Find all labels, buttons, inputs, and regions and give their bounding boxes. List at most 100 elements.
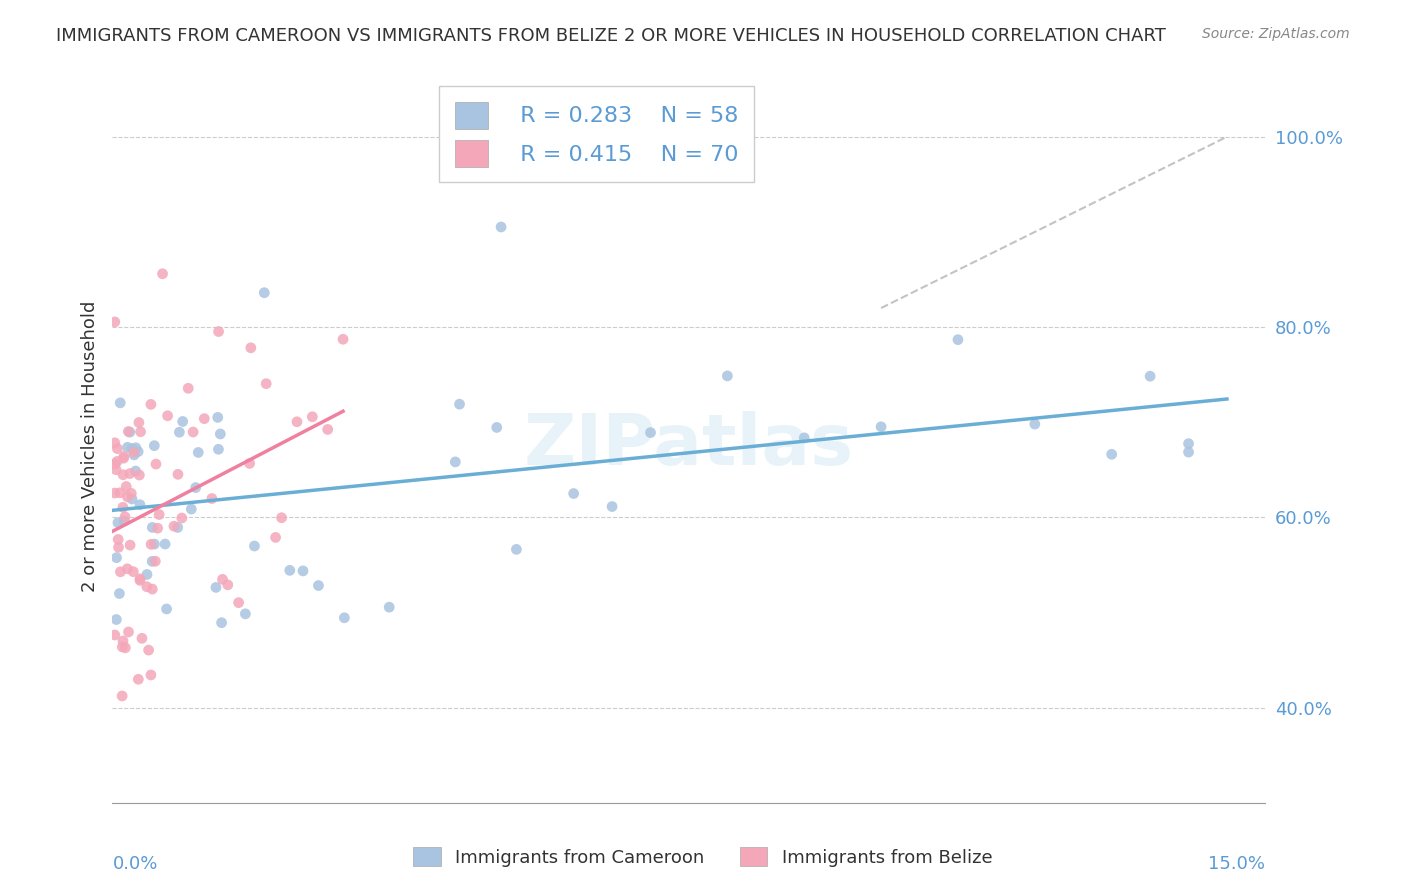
Point — [243, 539, 266, 553]
Point — [104, 315, 127, 329]
Point — [122, 445, 145, 459]
Point — [117, 624, 139, 639]
Point — [108, 586, 131, 600]
Point — [104, 435, 127, 450]
Point — [187, 445, 209, 459]
Legend: Immigrants from Cameroon, Immigrants from Belize: Immigrants from Cameroon, Immigrants fro… — [406, 840, 1000, 874]
Point — [870, 419, 893, 434]
Point — [107, 516, 129, 530]
Point — [155, 602, 177, 616]
Point — [127, 673, 149, 687]
Point — [217, 578, 239, 592]
Point — [104, 457, 127, 471]
Point — [122, 565, 145, 579]
Point — [156, 409, 179, 423]
Point — [169, 425, 191, 440]
Y-axis label: 2 or more Vehicles in Household: 2 or more Vehicles in Household — [80, 301, 98, 591]
Point — [117, 562, 139, 576]
Point — [640, 425, 662, 440]
Point — [117, 425, 139, 439]
Point — [301, 409, 323, 424]
Point — [201, 491, 224, 506]
Point — [139, 397, 162, 411]
Point — [111, 634, 134, 648]
Point — [124, 464, 146, 478]
Point — [485, 420, 508, 434]
Point — [148, 508, 170, 522]
Point — [489, 219, 512, 234]
Point — [254, 376, 277, 391]
Point — [207, 442, 229, 457]
Point — [278, 563, 301, 577]
Point — [117, 490, 139, 504]
Point — [112, 467, 135, 482]
Point — [600, 500, 623, 514]
Point — [716, 368, 738, 383]
Point — [112, 450, 135, 464]
Point — [444, 455, 467, 469]
Point — [167, 467, 190, 482]
Point — [181, 425, 204, 439]
Point — [139, 537, 162, 551]
Point — [239, 457, 262, 471]
Text: Source: ZipAtlas.com: Source: ZipAtlas.com — [1202, 27, 1350, 41]
Point — [111, 500, 134, 515]
Point — [114, 640, 136, 655]
Point — [105, 550, 128, 565]
Point — [145, 457, 167, 471]
Point — [163, 519, 186, 533]
Point — [141, 554, 163, 568]
Point — [120, 486, 142, 500]
Point — [170, 511, 193, 525]
Point — [129, 498, 152, 512]
Point — [105, 442, 128, 456]
Point — [1139, 369, 1161, 384]
Point — [115, 479, 138, 493]
Point — [449, 397, 471, 411]
Point — [141, 582, 163, 596]
Point — [152, 267, 174, 281]
Point — [120, 538, 142, 552]
Point — [239, 341, 262, 355]
Point — [112, 514, 135, 528]
Point — [118, 425, 141, 439]
Point — [111, 640, 134, 654]
Point — [129, 425, 152, 439]
Point — [136, 567, 159, 582]
Point — [153, 537, 176, 551]
Point — [253, 285, 276, 300]
Point — [1101, 447, 1123, 461]
Point — [110, 565, 132, 579]
Point — [332, 332, 354, 346]
Point — [270, 510, 292, 524]
Point — [1177, 445, 1199, 459]
Point — [121, 491, 143, 506]
Point — [117, 440, 139, 454]
Point — [129, 574, 152, 588]
Point — [235, 607, 257, 621]
Point — [793, 431, 815, 445]
Point — [211, 615, 233, 630]
Point — [193, 411, 215, 425]
Text: ZIPatlas: ZIPatlas — [524, 411, 853, 481]
Point — [107, 541, 129, 555]
Point — [307, 578, 329, 592]
Point — [285, 415, 308, 429]
Point — [143, 537, 166, 551]
Point — [205, 581, 228, 595]
Point — [209, 426, 232, 441]
Point — [121, 442, 143, 456]
Point — [118, 467, 141, 481]
Legend:   R = 0.283    N = 58,   R = 0.415    N = 70: R = 0.283 N = 58, R = 0.415 N = 70 — [439, 86, 754, 183]
Point — [177, 381, 200, 395]
Point — [112, 451, 135, 466]
Point — [105, 454, 128, 468]
Text: 0.0%: 0.0% — [112, 855, 157, 873]
Point — [104, 628, 127, 642]
Point — [211, 572, 233, 586]
Point — [228, 596, 250, 610]
Point — [333, 611, 356, 625]
Point — [143, 554, 166, 568]
Point — [111, 689, 134, 703]
Point — [141, 520, 163, 534]
